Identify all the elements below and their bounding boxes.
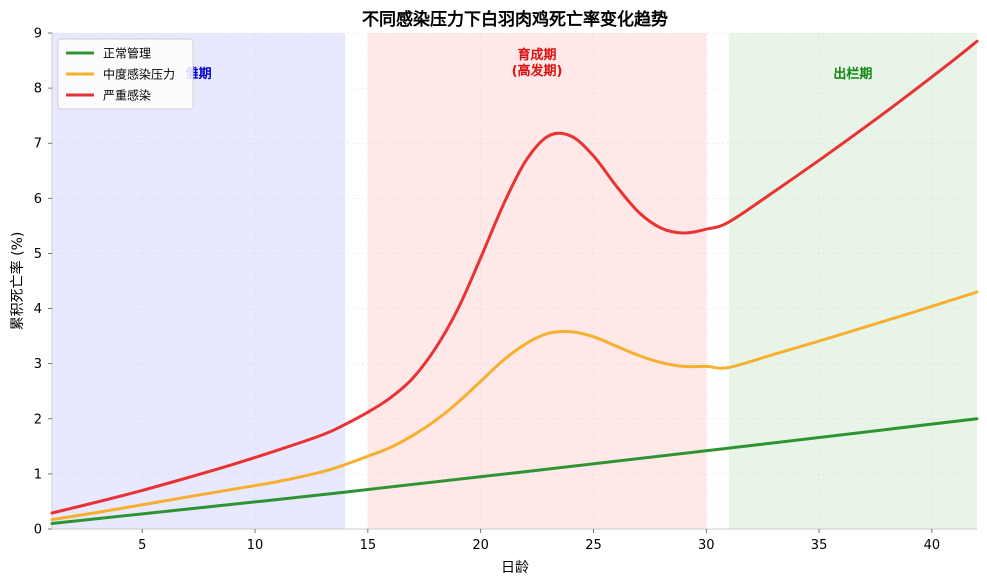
stage-bands (52, 33, 977, 529)
legend-label-2: 中度感染压力 (103, 67, 175, 82)
y-tick-label: 1 (34, 467, 42, 482)
y-axis-label: 累积死亡率 (%) (9, 232, 26, 331)
axes (51, 33, 977, 530)
stage-band-2 (367, 33, 707, 529)
y-tick-label: 9 (34, 27, 42, 42)
series-line-2 (50, 290, 979, 522)
legend-label-3: 严重感染 (103, 88, 151, 103)
stage-label-2: 育成期(高发期) (512, 47, 563, 79)
y-tick-label: 5 (34, 247, 42, 262)
legend-label-1: 正常管理 (103, 46, 151, 61)
y-tick-label: 4 (34, 302, 42, 317)
y-tick-label: 2 (34, 412, 42, 427)
x-tick-label: 20 (472, 538, 489, 553)
x-tick-label: 35 (811, 538, 828, 553)
chart-title: 不同感染压力下白羽肉鸡死亡率变化趋势 (362, 9, 668, 30)
stage-label-3: 出栏期 (833, 66, 872, 82)
x-axis-label: 日龄 (501, 560, 529, 576)
legend-box (57, 38, 194, 110)
series-line-3 (50, 39, 979, 515)
y-tick-label: 0 (34, 523, 42, 538)
series-lines (50, 39, 979, 525)
x-tick-label: 25 (585, 538, 602, 553)
x-tick-label: 30 (698, 538, 715, 553)
stage-band-1 (52, 33, 346, 529)
stage-band-3 (728, 33, 977, 529)
y-tick-label: 7 (34, 137, 42, 152)
y-tick-label: 8 (34, 82, 42, 97)
x-tick-label: 10 (247, 538, 264, 553)
series-line-1 (50, 417, 979, 525)
x-tick-label: 5 (138, 538, 146, 553)
x-tick-labels: 5 10 15 20 25 30 35 40 (138, 529, 940, 553)
y-tick-labels: 0 1 2 3 4 5 6 7 8 9 (34, 27, 52, 538)
x-tick-label: 40 (924, 538, 941, 553)
y-tick-label: 6 (34, 192, 42, 207)
x-tick-label: 15 (360, 538, 377, 553)
y-tick-label: 3 (34, 357, 42, 372)
